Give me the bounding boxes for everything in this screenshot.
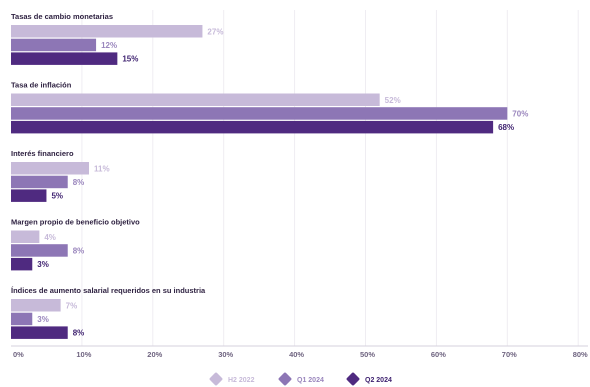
x-axis: 0% 10% 20% 30% 40% 50% 60% 70% 80% [13,350,588,359]
data-label: 11% [94,164,110,173]
legend: H2 2022 Q1 2024 Q2 2024 [209,372,392,386]
legend-marker [278,372,292,386]
legend-label: Q2 2024 [365,377,392,384]
tick-label: 70% [502,350,517,359]
legend-marker [346,372,360,386]
data-label: 12% [101,41,117,50]
bar [11,257,33,271]
data-label: 68% [498,123,514,132]
bar [11,189,47,202]
category-label: Interés financiero [11,149,74,158]
data-label: 3% [37,260,49,269]
tick-label: 60% [431,350,446,359]
category-label: Tasas de cambio monetarias [11,12,113,21]
bar [11,244,68,257]
bar [11,52,118,65]
bar [11,38,97,52]
data-label: 8% [73,178,85,187]
legend-label: H2 2022 [228,377,255,384]
data-label: 7% [66,301,78,310]
data-label: 8% [73,329,85,338]
bar [11,93,380,106]
tick-label: 0% [13,350,24,359]
grid [11,10,588,347]
data-label: 52% [385,96,401,105]
category-label: Tasa de inflación [11,81,72,90]
data-label: 15% [122,55,138,64]
category-label: Índices de aumento salarial requeridos e… [11,286,206,295]
tick-label: 10% [76,350,91,359]
bar [11,25,203,38]
data-label: 4% [44,233,56,242]
legend-label: Q1 2024 [297,377,324,384]
category-label: Margen propio de beneficio objetivo [11,218,140,227]
data-label: 3% [37,315,49,324]
bar [11,326,68,339]
data-label: 5% [51,192,63,201]
bar [11,230,40,243]
data-label: 70% [512,109,528,118]
tick-label: 40% [289,350,304,359]
bars [11,25,508,339]
bar [11,175,68,189]
data-label: 8% [73,246,85,255]
tick-label: 50% [360,350,375,359]
tick-label: 30% [218,350,233,359]
bar [11,299,61,312]
bar [11,162,89,175]
tick-label: 20% [147,350,162,359]
bar [11,312,33,326]
legend-marker [209,372,223,386]
tick-label: 80% [573,350,588,359]
labels: Tasas de cambio monetarias 27% 12% 15% Tasa … [11,12,528,338]
data-label: 27% [207,27,223,36]
bar [11,120,494,134]
bar [11,107,508,120]
